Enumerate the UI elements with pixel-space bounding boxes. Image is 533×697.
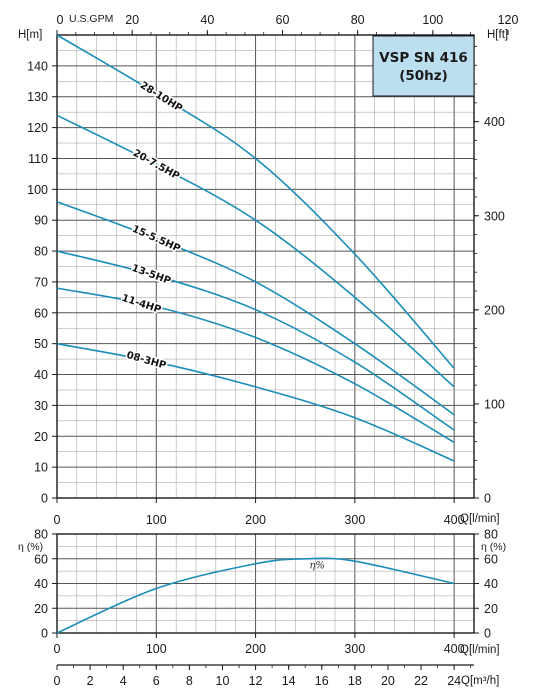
head-curve-15-5.5HP [56,200,455,416]
y-tick-label: 120 [27,121,48,135]
y-tick-label: 70 [34,275,48,289]
y-tick-label: 10 [34,461,48,475]
y-tick-label: 20 [34,430,48,444]
eff-y-right-axis-label: η (%) [481,541,506,553]
ft-tick-label: 300 [484,209,505,223]
y-tick-label: 90 [34,214,48,228]
eff-y-axis-label: η (%) [18,541,43,553]
eff-x-tick-label: 200 [245,642,266,656]
gpm-tick-label: 0 [57,13,64,27]
eff-y-right-tick-label: 0 [484,627,491,641]
curve-label: 28-10HP [138,80,184,115]
eff-y-tick-label: 80 [34,528,48,542]
eff-x-axis-label: Q[l/min] [460,644,500,656]
head-x-axis-label: Q[l/min] [460,513,500,525]
chart-subtitle: (50hz) [399,68,448,84]
head-curve-20-7.5HP [56,114,455,388]
m3h-tick-label: 18 [348,674,362,688]
x-tick-label: 100 [146,513,167,527]
y-tick-label: 40 [34,368,48,382]
m3h-tick-label: 14 [282,674,296,688]
m3h-tick-label: 8 [186,674,193,688]
eff-y-right-tick-label: 80 [484,528,498,542]
head-curve-11-4HP [56,287,455,444]
head-curve-28-10HP [56,34,455,369]
ft-tick-label: 200 [484,303,505,317]
y-tick-label: 100 [27,183,48,197]
head-y-axis-label: H[m] [18,29,42,41]
efficiency-curve-label: η% [309,561,325,572]
y-tick-label: 110 [28,152,48,166]
eff-x-tick-label: 0 [54,642,61,656]
head-curve-08-3HP [56,342,455,462]
x-tick-label: 300 [344,513,365,527]
m3h-tick-label: 24 [447,674,461,688]
gpm-tick-label: 60 [276,13,290,27]
m3h-tick-label: 0 [54,674,61,688]
y-tick-label: 50 [34,337,48,351]
m3h-tick-label: 6 [153,674,160,688]
m3h-tick-label: 12 [249,674,263,688]
y-tick-label: 130 [27,90,48,104]
gpm-axis-label: U.S.GPM [69,13,113,25]
y-tick-label: 60 [34,306,48,320]
axis-labels: 0102030405060708090100110120130140010020… [27,13,518,688]
gpm-tick-label: 100 [422,13,443,27]
m3h-axis-label: Q[m³/h] [461,675,499,687]
title-box: VSP SN 416 (50hz) [372,35,475,97]
eff-x-tick-label: 300 [344,642,365,656]
eff-y-tick-label: 0 [41,627,48,641]
m3h-tick-label: 20 [381,674,395,688]
head-plot-grid [56,34,475,499]
curve-label: 08-3HP [125,350,167,372]
gpm-tick-label: 20 [125,13,139,27]
eff-y-right-tick-label: 40 [484,577,498,591]
head-plot-frame [56,34,475,499]
y-tick-label: 80 [34,245,48,259]
eff-y-tick-label: 40 [34,577,48,591]
head-curve-13-5HP [56,250,455,431]
m3h-tick-label: 4 [120,674,127,688]
eff-y-right-tick-label: 60 [484,552,498,566]
efficiency-plot-grid [56,533,475,634]
gpm-tick-label: 120 [498,13,519,27]
y-tick-label: 140 [27,59,48,73]
head-y-right-axis-label: H[ft] [487,29,508,41]
eff-x-tick-label: 400 [444,642,465,656]
x-tick-label: 200 [245,513,266,527]
m3h-tick-label: 2 [87,674,94,688]
gpm-tick-label: 40 [200,13,214,27]
chart-title: VSP SN 416 [379,50,468,66]
efficiency-curve [56,557,455,634]
y-tick-label: 30 [34,399,48,413]
eff-x-tick-label: 100 [146,642,167,656]
x-tick-label: 0 [54,513,61,527]
ft-tick-label: 100 [484,397,505,411]
m3h-tick-label: 22 [414,674,428,688]
eff-y-right-tick-label: 20 [484,602,498,616]
m3h-tick-label: 16 [315,674,329,688]
m3h-tick-label: 10 [216,674,230,688]
x-tick-label: 400 [444,513,465,527]
gpm-tick-label: 80 [351,13,365,27]
ft-tick-label: 0 [484,492,491,506]
y-tick-label: 0 [41,492,48,506]
eff-y-tick-label: 60 [34,552,48,566]
eff-y-tick-label: 20 [34,602,48,616]
efficiency-curves: η% [56,557,455,634]
ft-tick-label: 400 [484,115,505,129]
